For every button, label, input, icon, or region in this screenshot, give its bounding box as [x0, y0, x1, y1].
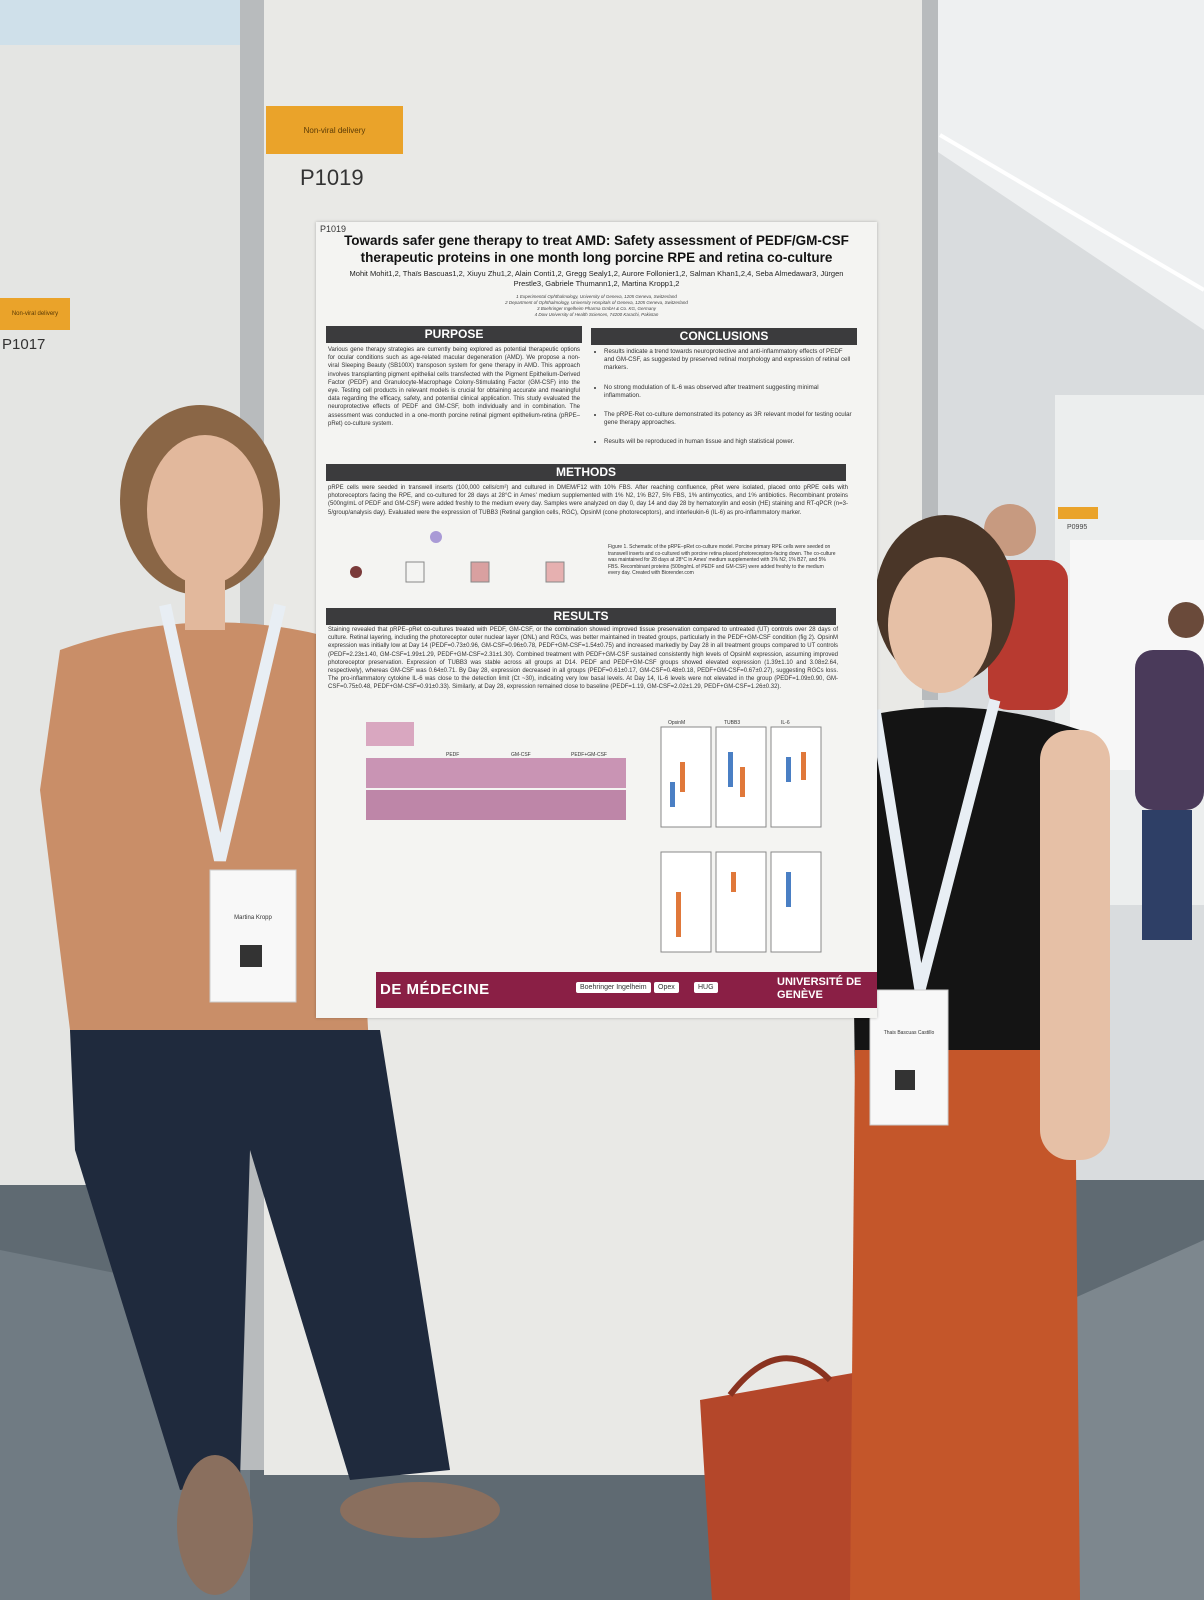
conclusion-item: Results indicate a trend towards neuropr… — [604, 348, 854, 373]
histology-image — [366, 758, 626, 788]
badge — [209, 869, 297, 1003]
affiliation: 4 Dow University of Health Sciences, 742… — [534, 312, 659, 317]
conclusion-item: No strong modulation of IL-6 was observe… — [604, 384, 854, 400]
section-heading: PURPOSE — [326, 326, 582, 343]
far-sign — [1058, 507, 1098, 519]
visitor-legs — [1142, 810, 1192, 940]
neck — [185, 580, 225, 630]
section-heading: METHODS — [326, 464, 846, 481]
partner-logo: Boehringer Ingelheim — [576, 982, 651, 993]
person-right-skirt — [850, 1050, 1080, 1600]
plot-panel — [715, 851, 767, 953]
affiliation: 2 Department of Ophthalmology, Universit… — [505, 300, 688, 305]
insert-icon — [405, 561, 425, 583]
poster-title: Towards safer gene therapy to treat AMD:… — [344, 233, 849, 265]
window — [0, 0, 240, 45]
plot-panel — [660, 851, 712, 953]
poster-footer: DE MÉDECINE Boehringer Ingelheim Opex HU… — [376, 972, 877, 1008]
shoe — [340, 1482, 500, 1538]
plot-panel — [660, 726, 712, 828]
box — [670, 782, 675, 807]
cell-icon — [350, 566, 362, 578]
box — [731, 872, 736, 892]
bag-strap — [727, 1355, 833, 1397]
light-strip — [938, 133, 1204, 292]
affiliation: 1 Experimental Ophthalmology, University… — [516, 294, 677, 299]
methods-schematic — [350, 531, 565, 583]
visitor-body — [1135, 650, 1204, 810]
box — [801, 752, 806, 780]
floor-stone — [1070, 1240, 1204, 1600]
section-text: pRPE cells were seeded in transwell inse… — [328, 485, 848, 516]
insert-icon — [545, 561, 565, 583]
visitor-head — [1168, 602, 1204, 638]
conclusions: Results indicate a trend towards neuropr… — [594, 348, 854, 458]
lanyard — [159, 603, 286, 862]
person-right-top — [850, 707, 1080, 1080]
figure-caption: Figure 1. Schematic of the pRPE–pRet co-… — [608, 544, 836, 577]
cell-icon — [430, 531, 442, 543]
poster: P1019 Towards safer gene therapy to trea… — [316, 222, 877, 1018]
partner-logo: Opex — [654, 982, 679, 993]
box — [680, 762, 685, 792]
boxplot-figure — [660, 726, 822, 953]
bag — [700, 1370, 885, 1600]
footer-faculty: DE MÉDECINE — [380, 981, 490, 998]
conclusion-item: The pRPE-Ret co-culture demonstrated its… — [604, 411, 854, 427]
person-left-jeans — [70, 1030, 450, 1490]
badge — [869, 989, 949, 1126]
insert-icon — [470, 561, 490, 583]
poster-authors: Mohit Mohit1,2, Thaïs Bascuas1,2, Xiuyu … — [349, 269, 844, 288]
affiliation: 3 Boehringer Ingelheim Pharma GmbH & Co.… — [536, 306, 657, 311]
conclusion-item: Results will be reproduced in human tiss… — [604, 438, 854, 446]
section-text: Various gene therapy strategies are curr… — [328, 347, 580, 427]
partner-logo: HUG — [694, 982, 718, 993]
histology-image — [366, 790, 626, 820]
visitor-head — [984, 504, 1036, 556]
box — [786, 872, 791, 907]
poster-id: P1019 — [320, 224, 347, 234]
arm — [1040, 730, 1110, 1160]
plot-panel — [770, 726, 822, 828]
section-text: Staining revealed that pRPE–pRet co-cult… — [328, 627, 838, 691]
histology-figure — [366, 722, 626, 820]
sign-number: P0995 — [1067, 524, 1088, 531]
histology-image — [366, 722, 414, 746]
box — [728, 752, 733, 787]
footer-university: UNIVERSITÉ DE GENÈVE — [777, 976, 862, 1001]
sign-category: Non-viral delivery — [0, 298, 70, 330]
shoe — [177, 1455, 253, 1595]
section-heading: RESULTS — [326, 608, 836, 625]
sign-number: P1019 — [300, 165, 364, 190]
plot-panel — [770, 851, 822, 953]
panel-label: GM-CSF — [511, 752, 531, 758]
sign-category: Non-viral delivery — [266, 106, 403, 154]
panel-label: TUBB3 — [724, 720, 741, 726]
face — [147, 435, 263, 585]
panel-label: PEDF+GM-CSF — [571, 752, 607, 758]
panel-label: PEDF — [446, 752, 460, 758]
conclusion-list: Results indicate a trend towards neuropr… — [594, 348, 854, 447]
box — [786, 757, 791, 782]
box — [740, 767, 745, 797]
section-heading: CONCLUSIONS — [591, 328, 857, 345]
face — [888, 557, 992, 693]
sign-number: P1017 — [2, 336, 46, 353]
qr-code — [240, 945, 262, 967]
panel-label: OpsinM — [668, 720, 686, 726]
qr-code — [895, 1070, 915, 1090]
badge-name: Martina Kropp — [234, 915, 272, 921]
badge-name: Thais Bascuas Castillo — [883, 1030, 935, 1036]
box — [676, 892, 681, 937]
panel-label: IL-6 — [781, 720, 790, 726]
